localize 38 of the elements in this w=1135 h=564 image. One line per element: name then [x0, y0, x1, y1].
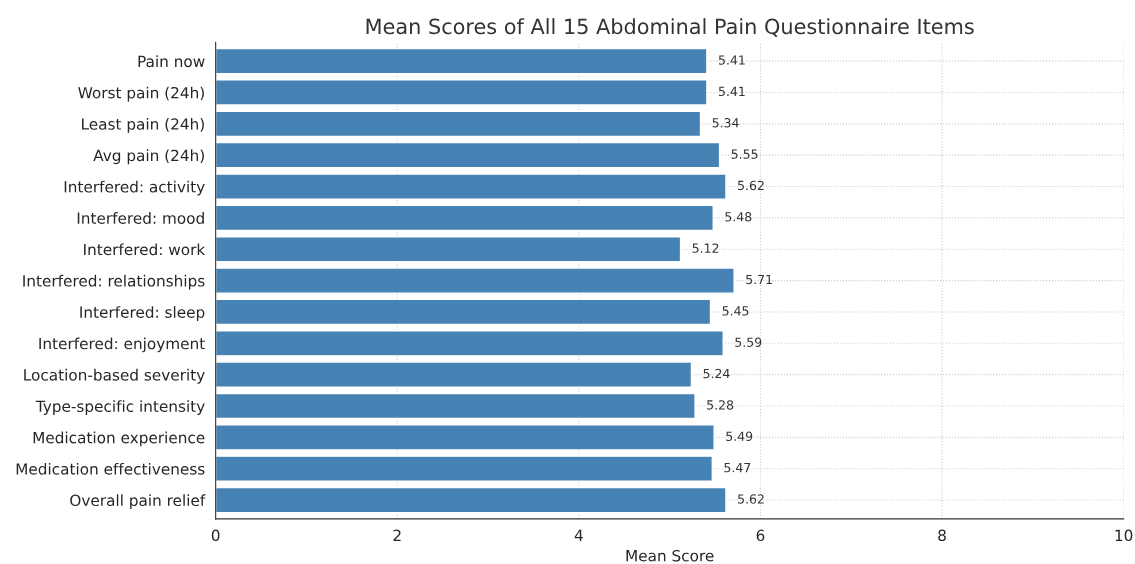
x-tick-label: 4	[574, 529, 583, 541]
data-label: 5.48	[725, 212, 752, 222]
data-label: 5.55	[731, 149, 758, 159]
data-label: 5.41	[718, 55, 745, 65]
x-tick-label: 8	[938, 529, 946, 542]
data-label: 5.28	[707, 400, 734, 410]
y-tick-label: Overall pain relief	[70, 494, 206, 510]
x-tick-label: 6	[756, 529, 765, 542]
y-tick-label: Interfered: work	[84, 243, 206, 256]
y-tick-label: Medication experience	[33, 431, 205, 447]
data-label: 5.45	[722, 306, 749, 316]
data-label: 5.62	[738, 180, 764, 191]
data-label: 5.49	[726, 431, 753, 441]
data-label: 5.59	[735, 337, 762, 347]
chart-title: Mean Scores of All 15 Abdominal Pain Questionnaire Items	[366, 18, 974, 37]
data-label: 5.41	[718, 86, 745, 97]
y-tick-label: Least pain (24h)	[82, 118, 204, 133]
x-tick-label: 0	[211, 529, 220, 542]
data-label: 5.71	[746, 274, 772, 285]
data-label: 5.62	[738, 494, 764, 504]
y-tick-label: Interfered: relationships	[23, 274, 205, 290]
y-tick-label: Interfered: enjoyment	[39, 337, 205, 353]
y-tick-label: Interfered: sleep	[80, 306, 205, 321]
x-tick-label: 10	[1115, 529, 1133, 542]
data-label: 5.12	[692, 243, 719, 253]
data-label: 5.34	[712, 117, 739, 128]
x-tick-label: 2	[393, 529, 401, 541]
y-tick-label: Medication effectiveness	[16, 462, 205, 475]
y-tick-label: Interfered: mood	[77, 212, 204, 224]
y-tick-label: Worst pain (24h)	[78, 86, 204, 102]
y-tick-label: Pain now	[138, 55, 205, 68]
y-tick-label: Location-based severity	[24, 368, 205, 384]
data-label: 5.24	[703, 368, 730, 379]
y-tick-label: Type-specific intensity	[35, 400, 205, 415]
y-tick-label: Interfered: activity	[64, 180, 205, 196]
data-label: 5.47	[724, 463, 751, 473]
y-tick-label: Avg pain (24h)	[93, 149, 204, 165]
x-axis-title: Mean Score	[626, 549, 714, 562]
